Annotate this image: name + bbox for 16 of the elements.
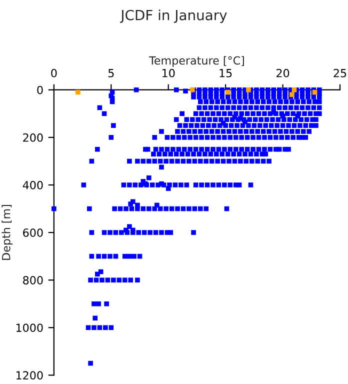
y-axis-title: Depth [m] — [2, 205, 12, 260]
x-tick-label: 5 — [108, 69, 114, 78]
x-tick-label: 0 — [51, 68, 57, 78]
y-tick-label: 200 — [23, 133, 43, 142]
y-tick-label: 600 — [23, 228, 43, 237]
y-tick-label: 0 — [37, 86, 43, 94]
x-tick-label: 25 — [334, 68, 346, 78]
y-tick-label: 400 — [22, 180, 43, 190]
y-tick-label: 1000 — [16, 324, 43, 332]
x-tick-label: 20 — [276, 68, 290, 78]
x-tick-label: 10 — [162, 68, 175, 78]
x-axis-title: Temperature [°C] — [148, 56, 244, 67]
x-tick-label: 15 — [220, 69, 232, 78]
y-tick-label: 1200 — [16, 371, 43, 380]
y-tick-label: 800 — [23, 276, 43, 284]
chart-title: JCDF in January — [120, 10, 227, 24]
